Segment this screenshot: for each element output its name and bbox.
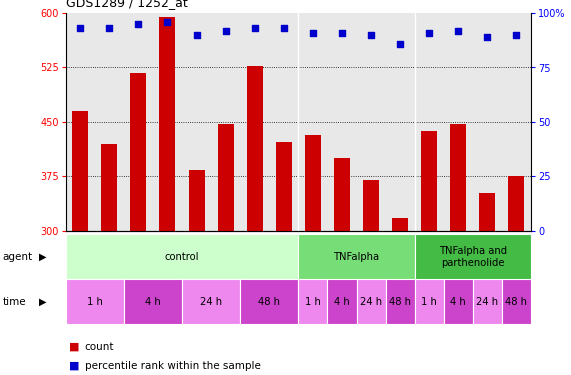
Bar xyxy=(66,279,124,324)
Bar xyxy=(444,279,473,324)
Text: 24 h: 24 h xyxy=(360,297,382,307)
Bar xyxy=(305,135,321,231)
Bar xyxy=(473,279,502,324)
Point xyxy=(104,26,114,32)
Text: count: count xyxy=(85,342,114,352)
Point xyxy=(396,40,405,46)
Text: 48 h: 48 h xyxy=(389,297,411,307)
Text: 4 h: 4 h xyxy=(145,297,161,307)
Bar xyxy=(188,171,204,231)
Bar xyxy=(276,142,292,231)
Point xyxy=(250,26,259,32)
Bar xyxy=(124,279,182,324)
Text: ▶: ▶ xyxy=(39,252,46,262)
Text: 1 h: 1 h xyxy=(421,297,437,307)
Point xyxy=(454,27,463,33)
Text: TNFalpha and
parthenolide: TNFalpha and parthenolide xyxy=(439,246,507,268)
Text: time: time xyxy=(3,297,26,307)
Text: TNFalpha: TNFalpha xyxy=(333,252,380,262)
Text: ■: ■ xyxy=(69,342,79,352)
Bar xyxy=(240,279,298,324)
Bar xyxy=(509,176,525,231)
Bar xyxy=(502,279,531,324)
Bar xyxy=(415,234,531,279)
Bar xyxy=(421,131,437,231)
Bar xyxy=(451,124,467,231)
Point xyxy=(134,21,143,27)
Point xyxy=(425,30,434,36)
Point xyxy=(367,32,376,38)
Point xyxy=(483,34,492,40)
Bar xyxy=(327,279,356,324)
Bar xyxy=(298,234,415,279)
Point xyxy=(279,26,288,32)
Point xyxy=(192,32,201,38)
Bar xyxy=(356,279,385,324)
Bar xyxy=(385,279,415,324)
Bar xyxy=(182,279,240,324)
Point xyxy=(512,32,521,38)
Text: 24 h: 24 h xyxy=(476,297,498,307)
Bar xyxy=(130,73,146,231)
Text: 1 h: 1 h xyxy=(305,297,321,307)
Bar xyxy=(72,111,88,231)
Text: 1 h: 1 h xyxy=(87,297,103,307)
Text: 4 h: 4 h xyxy=(334,297,350,307)
Text: 24 h: 24 h xyxy=(200,297,222,307)
Bar xyxy=(247,66,263,231)
Text: 4 h: 4 h xyxy=(451,297,466,307)
Text: ■: ■ xyxy=(69,361,79,370)
Text: agent: agent xyxy=(3,252,33,262)
Point xyxy=(75,26,85,32)
Bar xyxy=(101,144,117,231)
Bar xyxy=(218,124,234,231)
Bar xyxy=(363,180,379,231)
Bar xyxy=(334,158,350,231)
Bar xyxy=(415,279,444,324)
Bar xyxy=(392,217,408,231)
Bar xyxy=(480,193,496,231)
Point xyxy=(308,30,317,36)
Point xyxy=(163,19,172,25)
Text: 48 h: 48 h xyxy=(258,297,280,307)
Bar xyxy=(66,234,298,279)
Point xyxy=(221,27,230,33)
Bar xyxy=(298,279,327,324)
Text: GDS1289 / 1252_at: GDS1289 / 1252_at xyxy=(66,0,187,9)
Text: percentile rank within the sample: percentile rank within the sample xyxy=(85,361,260,370)
Text: 48 h: 48 h xyxy=(505,297,528,307)
Point xyxy=(337,30,347,36)
Bar xyxy=(159,17,175,231)
Text: ▶: ▶ xyxy=(39,297,46,307)
Text: control: control xyxy=(165,252,199,262)
